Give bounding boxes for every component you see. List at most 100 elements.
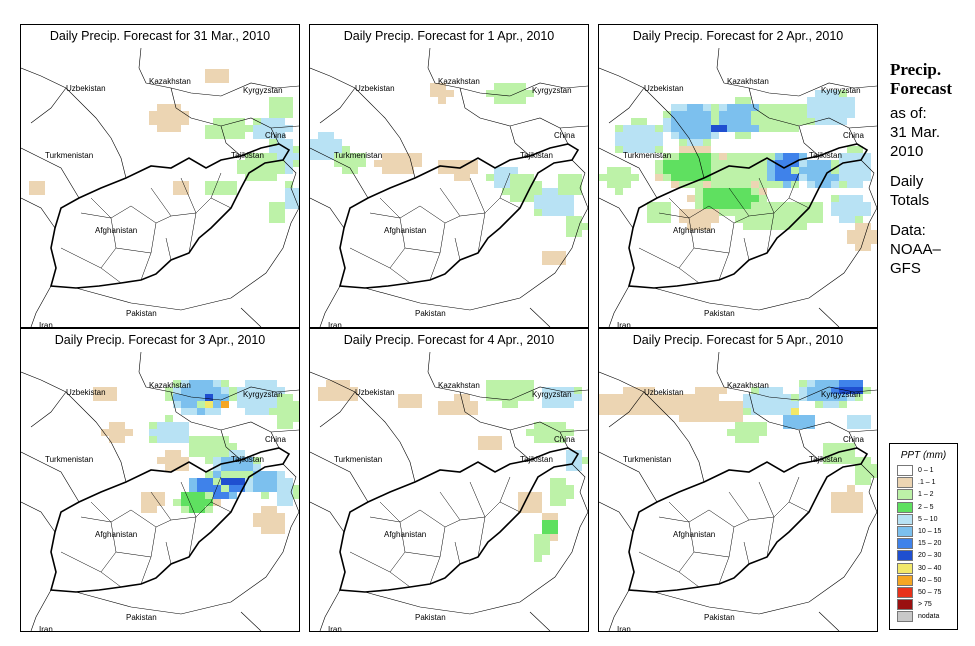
precip-cell (165, 118, 173, 125)
map-label-kazakhstan: Kazakhstan (727, 381, 769, 390)
country-border (21, 451, 80, 503)
precip-cell (197, 408, 205, 415)
precip-cell (494, 90, 502, 97)
precip-cell (743, 111, 751, 118)
precip-cell (815, 160, 823, 167)
precip-cell (253, 485, 261, 492)
precip-cell (631, 125, 639, 132)
precip-cell (847, 443, 855, 450)
precip-cell (807, 167, 815, 174)
precip-cell (205, 125, 213, 132)
precip-cell (269, 202, 277, 209)
precip-cell (839, 118, 847, 125)
country-border (310, 501, 345, 533)
precip-cell (823, 443, 831, 450)
precip-cell (173, 111, 181, 118)
precip-cell (213, 181, 221, 188)
precip-cell (518, 195, 526, 202)
precip-cell (775, 125, 783, 132)
province-border (369, 509, 421, 523)
precip-cell (831, 202, 839, 209)
precip-cell (494, 380, 502, 387)
precip-cell (438, 401, 446, 408)
province-border (419, 205, 461, 224)
precip-cell (157, 104, 165, 111)
precip-cell (390, 160, 398, 167)
precip-cell (655, 125, 663, 132)
precip-cell (735, 436, 743, 443)
precip-cell (237, 450, 245, 457)
precip-cell (454, 394, 462, 401)
precip-cell (703, 174, 711, 181)
precip-cell (599, 174, 607, 181)
precip-cell (149, 422, 157, 429)
precip-cell (791, 167, 799, 174)
province-border (638, 551, 700, 588)
precip-cell (189, 485, 197, 492)
province-border (150, 491, 172, 521)
map-label-uzbekistan: Uzbekistan (355, 388, 395, 397)
precip-cell (157, 118, 165, 125)
precip-cell (695, 401, 703, 408)
precip-cell (695, 153, 703, 160)
precip-cell (502, 188, 510, 195)
precip-cell (775, 408, 783, 415)
precip-cell (181, 181, 189, 188)
precip-cell (799, 223, 807, 230)
precip-cell (510, 401, 518, 408)
precip-cell (542, 387, 550, 394)
precip-cell (269, 520, 277, 527)
precip-cell (695, 394, 703, 401)
precip-cell (735, 118, 743, 125)
precip-cell (326, 139, 334, 146)
precip-cell (847, 230, 855, 237)
precip-cell (566, 457, 574, 464)
precip-cell (350, 394, 358, 401)
precip-cell (727, 188, 735, 195)
precip-cell (807, 422, 815, 429)
precip-cell (558, 195, 566, 202)
legend-label: 10 – 15 (918, 528, 942, 535)
precip-cell (221, 471, 229, 478)
precip-cell (639, 394, 647, 401)
precip-cell (743, 125, 751, 132)
precip-cell (478, 436, 486, 443)
precip-cell (695, 160, 703, 167)
map-label-kyrgyzstan: Kyrgyzstan (243, 86, 283, 95)
precip-cell (358, 160, 366, 167)
province-border (766, 516, 775, 558)
province-border (60, 551, 122, 588)
precip-cell (550, 520, 558, 527)
precip-cell (751, 422, 759, 429)
precip-cell (566, 181, 574, 188)
precip-cell (566, 216, 574, 223)
precip-cell (205, 471, 213, 478)
precip-cell (735, 209, 743, 216)
precip-cell (165, 464, 173, 471)
precip-cell (647, 132, 655, 139)
precip-cell (558, 174, 566, 181)
precip-cell (831, 181, 839, 188)
precip-cell (558, 209, 566, 216)
precip-cell (767, 181, 775, 188)
precip-cell (109, 394, 117, 401)
precip-cell (775, 181, 783, 188)
precip-cell (181, 188, 189, 195)
legend-row: 20 – 30 (897, 550, 953, 562)
country-border (608, 285, 630, 327)
precip-cell (526, 499, 534, 506)
precip-cell (261, 401, 269, 408)
map-label-kazakhstan: Kazakhstan (438, 77, 480, 86)
precip-cell (695, 216, 703, 223)
precip-cell (783, 415, 791, 422)
ppt-legend: PPT (mm) 0 – 1 .1 – 1 1 – 2 2 – 5 5 – 10 10 –… (889, 443, 958, 630)
precip-cell (719, 174, 727, 181)
legend-row: .1 – 1 (897, 477, 953, 489)
precip-cell (655, 408, 663, 415)
map-label-tajikistan: Tajikistan (809, 151, 842, 160)
precip-cell (486, 394, 494, 401)
legend-label: 40 – 50 (918, 576, 942, 584)
precip-cell (815, 97, 823, 104)
province-border (115, 247, 152, 254)
precip-cell (791, 111, 799, 118)
